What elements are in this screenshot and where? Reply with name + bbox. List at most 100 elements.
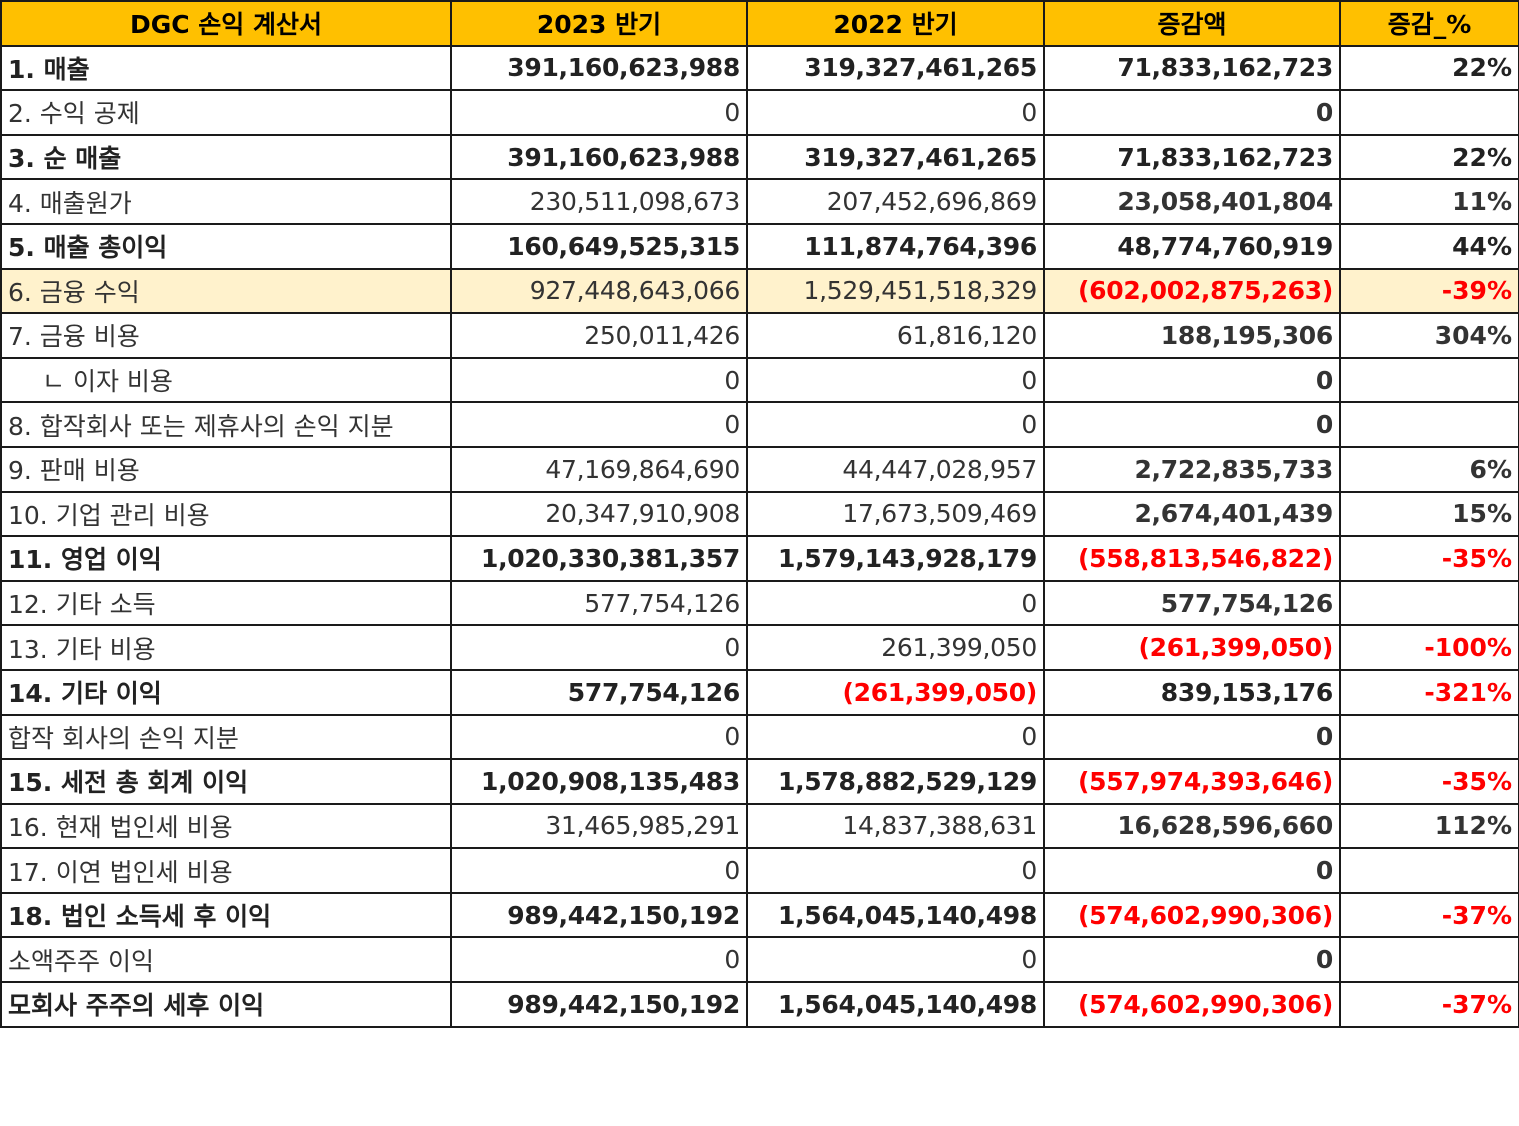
table-row: 12. 기타 소득 577,754,126 0 577,754,126 bbox=[0, 579, 1519, 627]
row-label: 2. 수익 공제 bbox=[0, 89, 452, 136]
row-label: 12. 기타 소득 bbox=[0, 579, 452, 627]
value-pct: -39% bbox=[1339, 267, 1519, 315]
value-2023: 47,169,864,690 bbox=[450, 445, 748, 493]
row-label: 13. 기타 비용 bbox=[0, 624, 452, 671]
row-label: 17. 이연 법인세 비용 bbox=[0, 847, 452, 894]
value-2022: 0 bbox=[746, 579, 1045, 627]
value-2022: 61,816,120 bbox=[746, 312, 1045, 359]
table-row: 4. 매출원가 230,511,098,673 207,452,696,869 … bbox=[0, 178, 1519, 225]
value-2023: 989,442,150,192 bbox=[450, 891, 748, 939]
row-label: 소액주주 이익 bbox=[0, 936, 452, 984]
value-pct bbox=[1339, 847, 1519, 894]
value-pct: -35% bbox=[1339, 758, 1519, 805]
value-pct: -321% bbox=[1339, 668, 1519, 716]
value-2022: 1,578,882,529,129 bbox=[746, 758, 1045, 805]
header-diff: 증감액 bbox=[1043, 0, 1341, 47]
value-diff: 16,628,596,660 bbox=[1043, 802, 1341, 850]
value-2022: 111,874,764,396 bbox=[746, 222, 1045, 270]
value-2022: 14,837,388,631 bbox=[746, 802, 1045, 850]
value-2023: 0 bbox=[450, 713, 748, 761]
value-diff: 71,833,162,723 bbox=[1043, 133, 1341, 181]
value-2022: 1,564,045,140,498 bbox=[746, 891, 1045, 939]
value-diff: (602,002,875,263) bbox=[1043, 267, 1341, 315]
value-diff: 0 bbox=[1043, 713, 1341, 761]
table-row: 16. 현재 법인세 비용 31,465,985,291 14,837,388,… bbox=[0, 802, 1519, 850]
value-pct bbox=[1339, 579, 1519, 627]
value-diff: 2,674,401,439 bbox=[1043, 490, 1341, 538]
value-pct bbox=[1339, 356, 1519, 404]
value-diff: (558,813,546,822) bbox=[1043, 535, 1341, 582]
table-row: 10. 기업 관리 비용 20,347,910,908 17,673,509,4… bbox=[0, 490, 1519, 538]
value-diff: 577,754,126 bbox=[1043, 579, 1341, 627]
value-pct bbox=[1339, 89, 1519, 136]
header-2022: 2022 반기 bbox=[746, 0, 1045, 47]
value-2023: 20,347,910,908 bbox=[450, 490, 748, 538]
table-row: 3. 순 매출 391,160,623,988 319,327,461,265 … bbox=[0, 133, 1519, 181]
row-label: 10. 기업 관리 비용 bbox=[0, 490, 452, 538]
value-2022: 17,673,509,469 bbox=[746, 490, 1045, 538]
header-pct: 증감_% bbox=[1339, 0, 1519, 47]
row-label: 18. 법인 소득세 후 이익 bbox=[0, 891, 452, 939]
value-2023: 31,465,985,291 bbox=[450, 802, 748, 850]
value-pct: 304% bbox=[1339, 312, 1519, 359]
value-2022: 1,564,045,140,498 bbox=[746, 981, 1045, 1028]
row-label: 모회사 주주의 세후 이익 bbox=[0, 981, 452, 1028]
value-diff: 23,058,401,804 bbox=[1043, 178, 1341, 225]
value-diff: 48,774,760,919 bbox=[1043, 222, 1341, 270]
table-row: ㄴ 이자 비용 0 0 0 bbox=[0, 356, 1519, 404]
value-2023: 989,442,150,192 bbox=[450, 981, 748, 1028]
value-pct bbox=[1339, 713, 1519, 761]
row-label: 합작 회사의 손익 지분 bbox=[0, 713, 452, 761]
value-pct: 11% bbox=[1339, 178, 1519, 225]
value-2022: 0 bbox=[746, 713, 1045, 761]
table-row: 8. 합작회사 또는 제휴사의 손익 지분 0 0 0 bbox=[0, 401, 1519, 448]
table-row: 합작 회사의 손익 지분 0 0 0 bbox=[0, 713, 1519, 761]
value-2022: 0 bbox=[746, 356, 1045, 404]
table-row-highlighted: 6. 금융 수익 927,448,643,066 1,529,451,518,3… bbox=[0, 267, 1519, 315]
value-diff: 188,195,306 bbox=[1043, 312, 1341, 359]
table-row: 9. 판매 비용 47,169,864,690 44,447,028,957 2… bbox=[0, 445, 1519, 493]
value-pct: -100% bbox=[1339, 624, 1519, 671]
table-row: 1. 매출 391,160,623,988 319,327,461,265 71… bbox=[0, 44, 1519, 92]
value-pct: 15% bbox=[1339, 490, 1519, 538]
value-2023: 0 bbox=[450, 89, 748, 136]
value-diff: 0 bbox=[1043, 356, 1341, 404]
row-label: 5. 매출 총이익 bbox=[0, 222, 452, 270]
value-2022: 261,399,050 bbox=[746, 624, 1045, 671]
value-2023: 0 bbox=[450, 936, 748, 984]
value-pct: -35% bbox=[1339, 535, 1519, 582]
row-label: 7. 금융 비용 bbox=[0, 312, 452, 359]
header-row: DGC 손익 계산서 2023 반기 2022 반기 증감액 증감_% bbox=[0, 0, 1519, 47]
table-row: 5. 매출 총이익 160,649,525,315 111,874,764,39… bbox=[0, 222, 1519, 270]
value-2023: 0 bbox=[450, 401, 748, 448]
value-pct bbox=[1339, 936, 1519, 984]
value-diff: 0 bbox=[1043, 89, 1341, 136]
value-2023: 0 bbox=[450, 847, 748, 894]
value-2022: 319,327,461,265 bbox=[746, 133, 1045, 181]
value-2022: 0 bbox=[746, 89, 1045, 136]
value-diff: (261,399,050) bbox=[1043, 624, 1341, 671]
income-statement-table: DGC 손익 계산서 2023 반기 2022 반기 증감액 증감_% 1. 매… bbox=[0, 0, 1519, 1028]
table-row: 14. 기타 이익 577,754,126 (261,399,050) 839,… bbox=[0, 668, 1519, 716]
table-row: 15. 세전 총 회계 이익 1,020,908,135,483 1,578,8… bbox=[0, 758, 1519, 805]
value-diff: (574,602,990,306) bbox=[1043, 981, 1341, 1028]
value-2022: 0 bbox=[746, 936, 1045, 984]
value-2023: 0 bbox=[450, 624, 748, 671]
value-2022: 44,447,028,957 bbox=[746, 445, 1045, 493]
value-2023: 160,649,525,315 bbox=[450, 222, 748, 270]
value-2022: 1,579,143,928,179 bbox=[746, 535, 1045, 582]
row-label: 4. 매출원가 bbox=[0, 178, 452, 225]
value-diff: 0 bbox=[1043, 401, 1341, 448]
value-pct: 22% bbox=[1339, 133, 1519, 181]
value-diff: 0 bbox=[1043, 936, 1341, 984]
table-row: 모회사 주주의 세후 이익 989,442,150,192 1,564,045,… bbox=[0, 981, 1519, 1028]
value-pct: -37% bbox=[1339, 891, 1519, 939]
table-row: 18. 법인 소득세 후 이익 989,442,150,192 1,564,04… bbox=[0, 891, 1519, 939]
row-label: 16. 현재 법인세 비용 bbox=[0, 802, 452, 850]
value-pct: 22% bbox=[1339, 44, 1519, 92]
row-label: 9. 판매 비용 bbox=[0, 445, 452, 493]
value-diff: 2,722,835,733 bbox=[1043, 445, 1341, 493]
row-label: 11. 영업 이익 bbox=[0, 535, 452, 582]
value-2023: 577,754,126 bbox=[450, 579, 748, 627]
table-row: 13. 기타 비용 0 261,399,050 (261,399,050) -1… bbox=[0, 624, 1519, 671]
